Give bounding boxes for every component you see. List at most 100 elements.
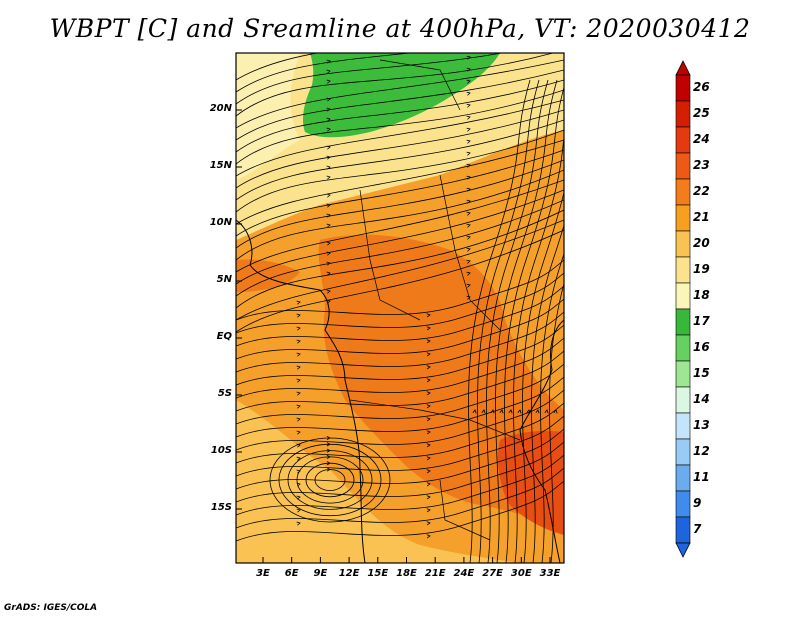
streamline-arrow (326, 155, 331, 160)
lon-ticks (262, 557, 551, 563)
streamline-arrow (426, 430, 431, 435)
streamline (236, 53, 504, 105)
streamline (278, 443, 382, 517)
streamline-arrow (499, 409, 504, 414)
streamline (236, 159, 564, 249)
streamline (236, 69, 564, 141)
lat-ticks (236, 109, 242, 510)
colorbar-swatch (675, 204, 691, 232)
streamline-arrow (426, 326, 431, 331)
coastline-west (236, 219, 366, 563)
border-line-3 (349, 399, 521, 441)
streamline-arrow (467, 44, 470, 47)
colorbar-label: 14 (693, 392, 710, 406)
streamline-arrow (296, 469, 301, 474)
streamline-arrow (490, 409, 495, 414)
streamline (236, 337, 564, 399)
streamline (305, 462, 355, 498)
lat-label: EQ (216, 331, 232, 342)
streamline (468, 79, 531, 563)
streamline (314, 469, 346, 491)
streamline (495, 79, 558, 563)
streamline-arrow (326, 175, 331, 180)
streamline-arrow (466, 91, 471, 96)
colorbar-label: 15 (693, 366, 710, 380)
streamline-arrow (426, 339, 431, 344)
colorbar-label: 7 (693, 522, 702, 536)
streamline-arrow (296, 430, 301, 435)
streamline-arrow (466, 247, 471, 252)
streamline-arrow (426, 378, 431, 383)
streamline-arrow (326, 127, 331, 132)
colorbar-swatch (675, 464, 691, 492)
streamline (236, 139, 564, 225)
border-line-4 (439, 479, 491, 541)
lon-label: 27E (482, 568, 503, 579)
streamline (236, 389, 564, 451)
lon-label: 12E (338, 568, 360, 579)
streamline-arrow (296, 456, 301, 461)
streamline-arrow (466, 79, 471, 84)
streamline-arrow (326, 261, 331, 266)
streamline-arrow (296, 300, 301, 305)
lat-label: 5S (217, 388, 232, 399)
colorbar-swatch (675, 360, 691, 388)
streamline (513, 133, 564, 563)
streamline-arrow (326, 241, 331, 246)
streamline (236, 272, 564, 334)
streamline-arrow (296, 495, 301, 500)
streamline-arrow (326, 299, 331, 304)
streamline-arrow (326, 193, 331, 198)
streamline-arrow (326, 448, 331, 453)
streamline-arrow (296, 521, 301, 526)
streamline-arrow (326, 59, 331, 64)
border-line-2 (359, 189, 421, 321)
streamline-arrow (466, 211, 471, 216)
streamline (531, 223, 564, 563)
streamline (236, 79, 564, 153)
colorbar-label: 18 (693, 288, 710, 302)
colorbar-swatch (675, 282, 691, 310)
streamline (236, 298, 564, 360)
colorbar-label: 13 (693, 418, 710, 432)
streamline-arrow (466, 259, 471, 264)
streamline-arrow (466, 151, 471, 156)
lon-label: 21E (424, 568, 446, 579)
streamline (236, 324, 564, 386)
lon-label: 9E (313, 568, 328, 579)
streamline-arrow (426, 482, 431, 487)
colorbar-label: 25 (693, 106, 710, 120)
streamline-arrow (426, 391, 431, 396)
streamline-arrow (296, 391, 301, 396)
lat-label: 15N (209, 160, 232, 171)
lat-label: 10S (210, 445, 232, 456)
streamline-arrow (466, 235, 471, 240)
streamline-arrow (326, 435, 331, 441)
streamline (236, 441, 564, 503)
streamline (236, 89, 564, 165)
streamline-arrow (426, 469, 431, 474)
colorbar-label: 11 (693, 470, 710, 484)
streamline-arrow (296, 365, 301, 370)
streamline-arrow (326, 69, 331, 74)
colorbar-swatch (675, 412, 691, 440)
colorbar-label: 23 (693, 158, 710, 172)
streamline-arrow (508, 409, 513, 414)
colorbar-label: 24 (693, 132, 710, 146)
streamline (522, 190, 564, 563)
streamline-arrow (326, 461, 331, 466)
streamline-arrow (326, 251, 331, 256)
streamline-arrow (426, 443, 431, 448)
colorbar-top-arrow (675, 60, 691, 76)
streamline (236, 480, 564, 542)
lat-label: 15S (210, 502, 232, 513)
streamline (236, 454, 564, 516)
shade-18-band (236, 53, 300, 180)
streamline (236, 376, 564, 438)
streamline (236, 199, 564, 297)
streamline (236, 149, 564, 237)
lon-label: 24E (453, 568, 475, 579)
colorbar-swatch (675, 256, 691, 284)
streamline (236, 109, 564, 189)
streamline-arrow (466, 223, 471, 228)
